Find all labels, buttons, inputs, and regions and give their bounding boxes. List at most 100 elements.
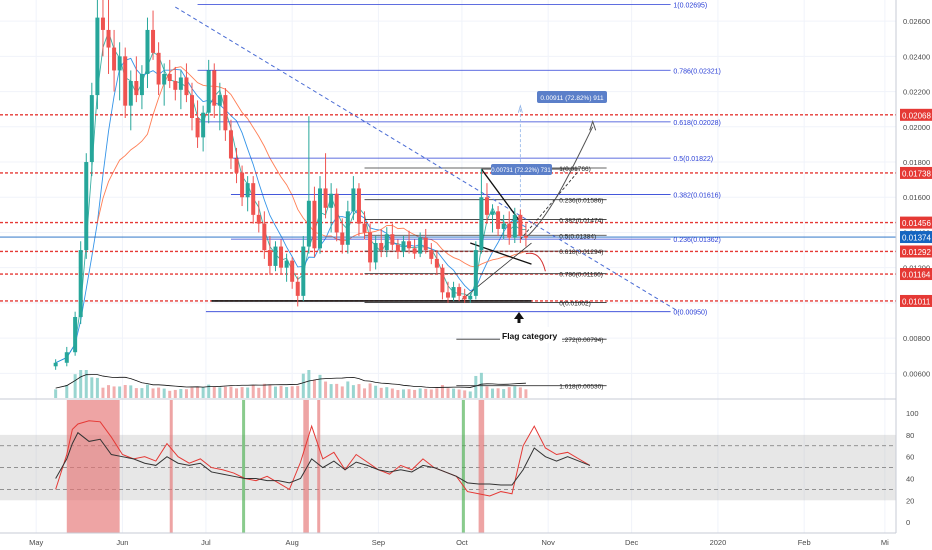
candle-body [262, 223, 267, 251]
price-tag-label: 0.01164 [902, 271, 931, 280]
volume-bar [162, 388, 166, 398]
y-tick-label: 0.02000 [903, 123, 930, 132]
volume-bar [223, 386, 227, 398]
candle-body [64, 352, 69, 363]
volume-bar [507, 387, 511, 398]
candle [217, 82, 222, 131]
candle [340, 218, 345, 254]
price-tag-label: 0.01456 [902, 219, 931, 228]
candle [273, 241, 278, 272]
flag-diag-line [461, 242, 532, 300]
candle [151, 10, 156, 60]
candle-body [178, 77, 183, 90]
candle [512, 207, 517, 244]
price-tag-label: 0.01292 [902, 248, 931, 257]
candle [518, 209, 523, 244]
volume-bar [418, 388, 422, 398]
candle-body [434, 258, 439, 268]
projection-dashed [520, 170, 580, 240]
volume-bar [240, 387, 244, 398]
volume-bar [285, 387, 289, 398]
fib-label: 0.5(0.01822) [673, 156, 713, 163]
volume-bar [134, 388, 138, 398]
osc-highlight [66, 400, 120, 533]
price-tag-bg [900, 245, 932, 258]
volume-bars [54, 370, 528, 398]
volume-bar [95, 377, 99, 398]
flag-callout: Flag category [500, 312, 562, 343]
volume-bar [212, 386, 216, 398]
candle [84, 153, 89, 259]
candle [184, 63, 189, 103]
curve-arrow-icon [589, 119, 597, 131]
volume-bar [346, 381, 350, 398]
candle [390, 223, 395, 251]
candle [379, 228, 384, 258]
fib-ext-label: 1.618(0.00530) [559, 384, 603, 391]
candle-body [190, 95, 194, 118]
osc-tick-label: 40 [906, 474, 914, 483]
price-tag: 0.01738 [900, 166, 932, 179]
oscillator-pane [0, 400, 896, 533]
candle [167, 59, 172, 89]
candle [117, 42, 122, 101]
y-tick-label: 0.02400 [903, 52, 930, 61]
volume-bar [496, 388, 500, 398]
candle [53, 359, 58, 370]
price-tag: 0.01374 [900, 231, 932, 244]
volume-bar [90, 377, 94, 398]
candle [73, 311, 78, 356]
candle-body [356, 188, 361, 224]
volume-bar [262, 383, 266, 398]
candles [53, 0, 528, 370]
candle-body [395, 244, 400, 252]
price-tag-bg [900, 268, 932, 281]
candle [501, 214, 506, 240]
osc-highlight [461, 400, 465, 533]
candle [240, 165, 245, 207]
price-tag-label: 0.01738 [902, 169, 931, 178]
volume-bar [363, 388, 367, 398]
volume-bar [335, 383, 339, 398]
candle [412, 239, 417, 259]
volume-bar [413, 389, 417, 398]
volume-bar [312, 379, 316, 398]
candle [123, 47, 128, 118]
trendline-dashed [175, 6, 680, 313]
x-tick-label: Sep [372, 538, 385, 547]
candle [373, 235, 378, 270]
projection-curve [525, 126, 594, 239]
candle [178, 70, 183, 110]
candle-body [390, 234, 395, 245]
candle-body [329, 193, 334, 208]
volume-bar [452, 388, 456, 398]
candle [279, 239, 284, 275]
candle-body [440, 267, 445, 293]
candle [64, 346, 69, 367]
volume-bar [424, 388, 428, 398]
volume-bar [340, 386, 344, 398]
candle [468, 292, 473, 303]
y-tick-label: 0.01800 [903, 158, 930, 167]
candle-body [117, 56, 122, 71]
candle [267, 235, 272, 275]
candle-body [507, 223, 512, 238]
price-tag-bg [900, 108, 932, 121]
price-tag-label: 0.01011 [902, 297, 931, 306]
measure-mid-callout: 0.00731 (72.22%) 731 [491, 164, 552, 175]
candle [507, 211, 512, 245]
candle [384, 227, 389, 258]
candle [112, 29, 117, 92]
volume-bar [168, 390, 172, 398]
candle [295, 276, 300, 307]
candle [223, 88, 228, 141]
candle-body [223, 95, 228, 131]
candle [401, 235, 406, 258]
osc-black-line [55, 431, 591, 486]
candle [479, 169, 484, 254]
volume-bar [324, 381, 328, 398]
volume-bar [396, 390, 400, 398]
price-tag-label: 0.01374 [902, 234, 931, 243]
candle-body [156, 52, 161, 85]
